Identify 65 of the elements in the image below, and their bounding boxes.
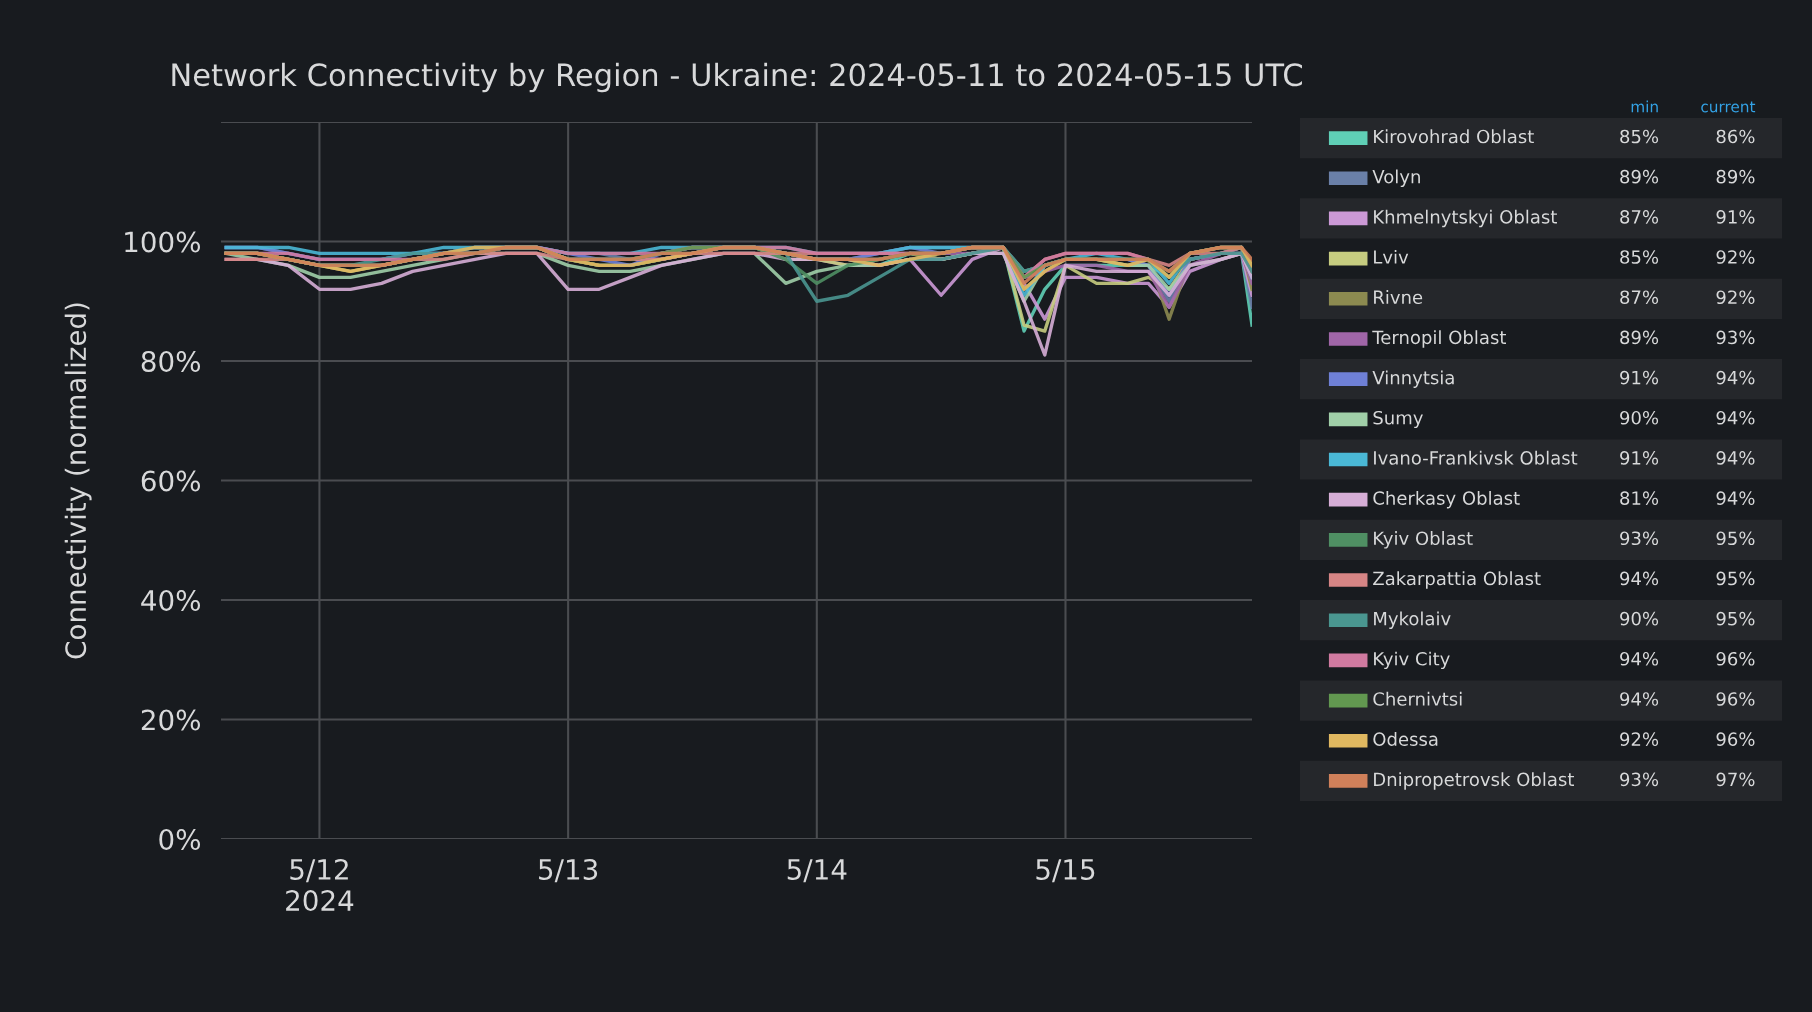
text: 94% — [1620, 651, 1659, 666]
x-tick-label: 5/15 — [1036, 859, 1095, 883]
text: 87% — [1620, 210, 1659, 224]
y-tick-label: 60% — [141, 470, 201, 492]
legend-label: Khmelnytskyi Oblast — [1374, 209, 1557, 228]
text: 96% — [1716, 651, 1755, 666]
text: 92% — [1620, 732, 1659, 746]
text: 93% — [1716, 330, 1755, 345]
text: 95% — [1716, 611, 1755, 626]
text: 90% — [1620, 410, 1659, 425]
text: 89% — [1620, 169, 1659, 184]
legend-label: Chernivtsi — [1373, 691, 1462, 706]
text: 94% — [1620, 692, 1659, 706]
text: 85% — [1620, 250, 1659, 264]
legend-label: Vinnytsia — [1372, 370, 1454, 388]
legend-label: Mykolaiv — [1374, 611, 1451, 629]
y-tick-label: 0% — [159, 828, 201, 850]
text: 96% — [1716, 692, 1755, 706]
text: 94% — [1620, 571, 1659, 586]
text: 90% — [1620, 611, 1659, 626]
y-axis-title: Connectivity (normalized) — [64, 303, 92, 659]
legend-label: Odessa — [1373, 732, 1438, 746]
x-tick-label: 5/14 — [787, 859, 847, 883]
y-tick-label: 80% — [141, 350, 201, 372]
text: 92% — [1716, 250, 1755, 264]
legend-label: Ternopil Oblast — [1372, 330, 1507, 348]
text: 89% — [1716, 169, 1755, 184]
text: 94% — [1716, 451, 1755, 465]
text: 94% — [1716, 410, 1755, 425]
x-tick-label: 5/12 2024 — [286, 858, 354, 912]
text: 94% — [1716, 370, 1755, 385]
y-tick-label: 40% — [141, 589, 201, 611]
text: 94% — [1716, 491, 1755, 505]
text: 95% — [1716, 571, 1755, 586]
legend-label: Lviv — [1374, 249, 1409, 264]
text: current — [1701, 101, 1756, 113]
x-tick-label: 5/13 — [539, 858, 598, 883]
text: 95% — [1716, 531, 1755, 546]
legend-label: Kyiv Oblast — [1374, 531, 1473, 549]
legend-label: Kirovohrad Oblast — [1374, 129, 1534, 144]
text: 91% — [1620, 370, 1659, 385]
y-tick-label: 100% — [125, 231, 201, 253]
text: 93% — [1620, 531, 1659, 546]
text: 93% — [1620, 772, 1659, 787]
text: 97% — [1716, 772, 1755, 787]
text: 81% — [1620, 491, 1659, 505]
text: 91% — [1716, 210, 1755, 224]
text: 87% — [1620, 290, 1659, 305]
text: min — [1631, 100, 1658, 113]
legend-label: Sumy — [1373, 410, 1423, 429]
legend-label: Volyn — [1372, 169, 1420, 187]
text: 89% — [1620, 330, 1659, 345]
chart-title: Network Connectivity by Region - Ukraine: 2024-05-11 to 2024-05-15 UTC — [172, 62, 1302, 93]
text: 92% — [1716, 290, 1755, 305]
text: 85% — [1620, 129, 1659, 144]
text: 86% — [1716, 129, 1755, 144]
legend-label: Dnipropetrovsk Oblast — [1374, 772, 1574, 790]
text: 91% — [1620, 451, 1659, 465]
y-tick-label: 20% — [141, 709, 201, 731]
legend-label: Kyiv City — [1374, 651, 1450, 670]
legend-label: Rivne — [1374, 290, 1423, 305]
text: 96% — [1716, 732, 1755, 746]
legend-label: Ivano-Frankivsk Oblast — [1374, 450, 1578, 465]
legend-label: Zakarpattia Oblast — [1373, 571, 1541, 589]
legend-label: Cherkasy Oblast — [1373, 490, 1520, 509]
